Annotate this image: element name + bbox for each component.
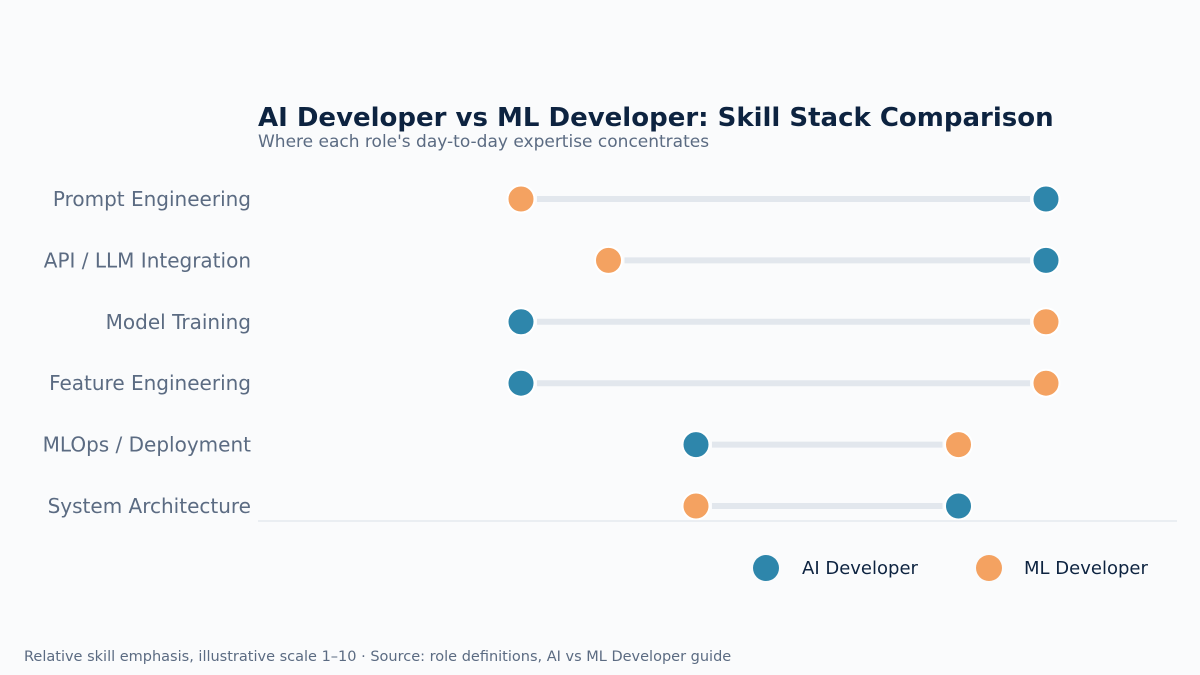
category-label-api-llm-integration: API / LLM Integration bbox=[44, 248, 251, 272]
legend-marker-ai-developer bbox=[753, 555, 779, 581]
point-ml-developer-mlops-deployment bbox=[944, 430, 973, 460]
legend: AI Developer ML Developer bbox=[753, 555, 1148, 581]
chart-subtitle: Where each role's day-to-day expertise c… bbox=[258, 132, 709, 152]
point-ml-developer-feature-engineering bbox=[1031, 368, 1061, 398]
legend-label-ml-developer: ML Developer bbox=[1024, 558, 1148, 579]
point-ai-developer-mlops-deployment bbox=[681, 430, 711, 460]
legend-marker-ml-developer bbox=[976, 555, 1002, 581]
category-label-prompt-engineering: Prompt Engineering bbox=[53, 187, 251, 211]
footer-note: Relative skill emphasis, illustrative sc… bbox=[24, 649, 731, 665]
category-label-system-architecture: System Architecture bbox=[48, 494, 251, 518]
point-ai-developer-feature-engineering bbox=[506, 368, 536, 398]
chart-rows: Prompt Engineering API / LLM Integration M… bbox=[43, 184, 1061, 521]
point-ai-developer-prompt-engineering bbox=[1031, 184, 1061, 214]
category-label-mlops-deployment: MLOps / Deployment bbox=[43, 433, 251, 457]
category-label-model-training: Model Training bbox=[106, 310, 251, 334]
category-label-feature-engineering: Feature Engineering bbox=[49, 371, 251, 395]
point-ai-developer-model-training bbox=[506, 307, 536, 337]
point-ml-developer-api-llm-integration bbox=[594, 245, 623, 275]
chart-title: AI Developer vs ML Developer: Skill Stac… bbox=[258, 103, 1054, 133]
point-ai-developer-system-architecture bbox=[944, 491, 973, 521]
point-ml-developer-system-architecture bbox=[681, 491, 711, 521]
point-ai-developer-api-llm-integration bbox=[1031, 245, 1061, 275]
point-ml-developer-model-training bbox=[1031, 307, 1061, 337]
point-ml-developer-prompt-engineering bbox=[506, 184, 536, 214]
legend-label-ai-developer: AI Developer bbox=[802, 558, 919, 579]
